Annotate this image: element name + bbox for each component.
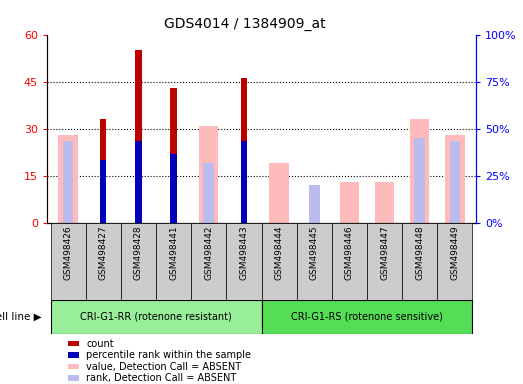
Title: GDS4014 / 1384909_at: GDS4014 / 1384909_at (164, 17, 325, 31)
Bar (375, 182, 394, 223)
Bar (68, 353, 79, 358)
Bar (309, 185, 320, 223)
Text: GSM498446: GSM498446 (345, 225, 354, 280)
Text: GSM498447: GSM498447 (380, 225, 389, 280)
Bar (410, 119, 429, 223)
Bar (437, 223, 472, 300)
Text: CRI-G1-RR (rotenone resistant): CRI-G1-RR (rotenone resistant) (80, 312, 232, 322)
Bar (414, 138, 425, 223)
Bar (297, 223, 332, 300)
Bar (170, 88, 177, 223)
Text: GSM498442: GSM498442 (204, 225, 213, 280)
Text: cell line ▶: cell line ▶ (0, 312, 42, 322)
Text: value, Detection Call = ABSENT: value, Detection Call = ABSENT (86, 362, 242, 372)
Bar (135, 141, 142, 223)
Bar (269, 163, 289, 223)
Bar (402, 223, 437, 300)
Bar (332, 223, 367, 300)
Bar (86, 223, 121, 300)
Bar (241, 141, 247, 223)
Bar (367, 223, 402, 300)
Text: GSM498449: GSM498449 (450, 225, 459, 280)
Bar (68, 376, 79, 381)
Bar (241, 78, 247, 223)
Bar (156, 223, 191, 300)
Text: count: count (86, 339, 114, 349)
Text: GSM498448: GSM498448 (415, 225, 424, 280)
Bar (170, 154, 177, 223)
Bar (203, 163, 214, 223)
Bar (135, 50, 142, 223)
Text: GSM498444: GSM498444 (275, 225, 283, 280)
Bar (262, 223, 297, 300)
Bar (340, 182, 359, 223)
Bar (450, 141, 460, 223)
Bar (199, 126, 219, 223)
Bar (100, 160, 107, 223)
Text: rank, Detection Call = ABSENT: rank, Detection Call = ABSENT (86, 373, 236, 383)
Bar (445, 135, 464, 223)
Text: GSM498427: GSM498427 (99, 225, 108, 280)
Bar (121, 223, 156, 300)
Bar (68, 364, 79, 369)
Bar (262, 300, 472, 334)
Bar (51, 300, 262, 334)
Bar (226, 223, 262, 300)
Text: GSM498441: GSM498441 (169, 225, 178, 280)
Text: CRI-G1-RS (rotenone sensitive): CRI-G1-RS (rotenone sensitive) (291, 312, 443, 322)
Text: GSM498428: GSM498428 (134, 225, 143, 280)
Text: GSM498443: GSM498443 (240, 225, 248, 280)
Bar (59, 135, 78, 223)
Text: percentile rank within the sample: percentile rank within the sample (86, 350, 251, 360)
Bar (68, 341, 79, 346)
Bar (191, 223, 226, 300)
Bar (51, 223, 86, 300)
Text: GSM498445: GSM498445 (310, 225, 319, 280)
Bar (63, 141, 73, 223)
Bar (100, 119, 107, 223)
Text: GSM498426: GSM498426 (64, 225, 73, 280)
